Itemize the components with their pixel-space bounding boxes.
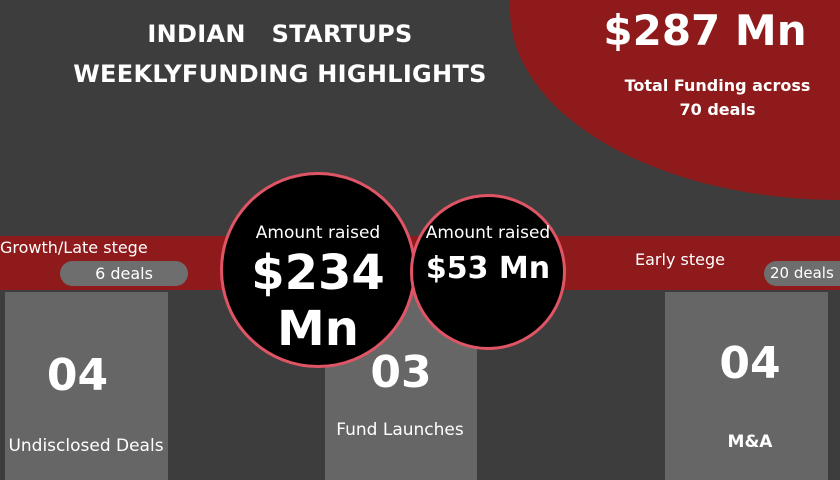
- stat-label-undisclosed: Undisclosed Deals: [8, 436, 164, 456]
- total-amount: $287 Mn: [603, 6, 807, 55]
- stat-label-fund-launches: Fund Launches: [336, 420, 464, 440]
- stat-value-ma: 04: [719, 338, 781, 389]
- early-deals-badge: 20 deals: [764, 261, 840, 286]
- stat-label-ma: M&A: [727, 432, 773, 452]
- growth-amount-circle: Amount raised $234 Mn: [220, 172, 416, 368]
- growth-stage-label: Growth/Late stege: [0, 238, 148, 257]
- stat-box-undisclosed: [5, 292, 168, 480]
- growth-deals-badge: 6 deals: [60, 261, 188, 286]
- early-amount-circle: Amount raised $53 Mn: [410, 194, 566, 350]
- page-title: INDIAN STARTUPS WEEKLYFUNDING HIGHLIGHTS: [73, 20, 487, 88]
- total-caption: Total Funding across 70 deals: [624, 76, 811, 119]
- stat-box-ma: [665, 292, 828, 480]
- early-stage-label: Early stege: [635, 250, 725, 269]
- stat-value-fund-launches: 03: [370, 347, 432, 398]
- stat-value-undisclosed: 04: [46, 350, 109, 401]
